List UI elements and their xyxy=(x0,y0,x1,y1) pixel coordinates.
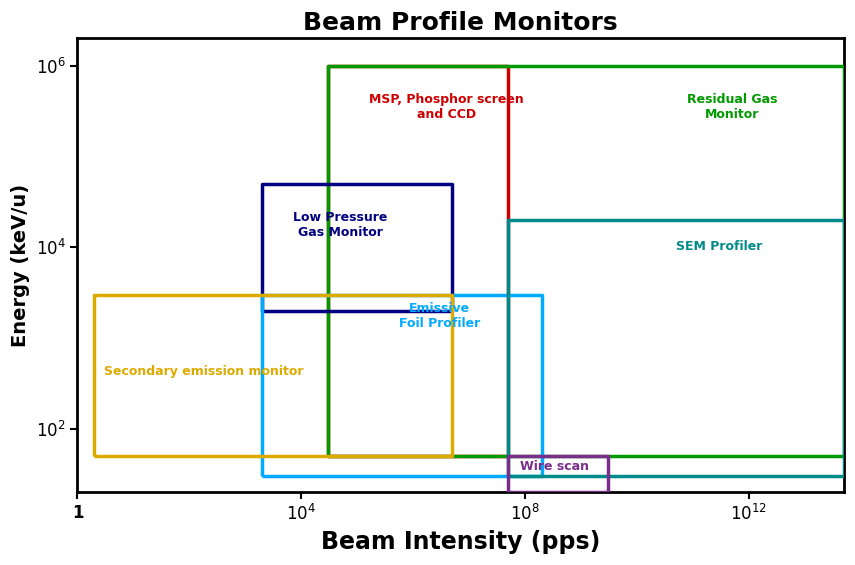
Text: SEM Profiler: SEM Profiler xyxy=(676,240,763,253)
X-axis label: Beam Intensity (pps): Beam Intensity (pps) xyxy=(321,530,600,554)
Text: Wire scan: Wire scan xyxy=(520,459,588,472)
Title: Beam Profile Monitors: Beam Profile Monitors xyxy=(304,11,618,35)
Y-axis label: Energy (keV/u): Energy (keV/u) xyxy=(11,184,30,347)
Text: MSP, Phosphor screen
and CCD: MSP, Phosphor screen and CCD xyxy=(369,93,524,121)
Text: Low Pressure
Gas Monitor: Low Pressure Gas Monitor xyxy=(293,211,387,239)
Text: Emissive
Foil Profiler: Emissive Foil Profiler xyxy=(399,302,481,330)
Text: Secondary emission monitor: Secondary emission monitor xyxy=(104,366,304,379)
Text: Residual Gas
Monitor: Residual Gas Monitor xyxy=(687,93,777,121)
